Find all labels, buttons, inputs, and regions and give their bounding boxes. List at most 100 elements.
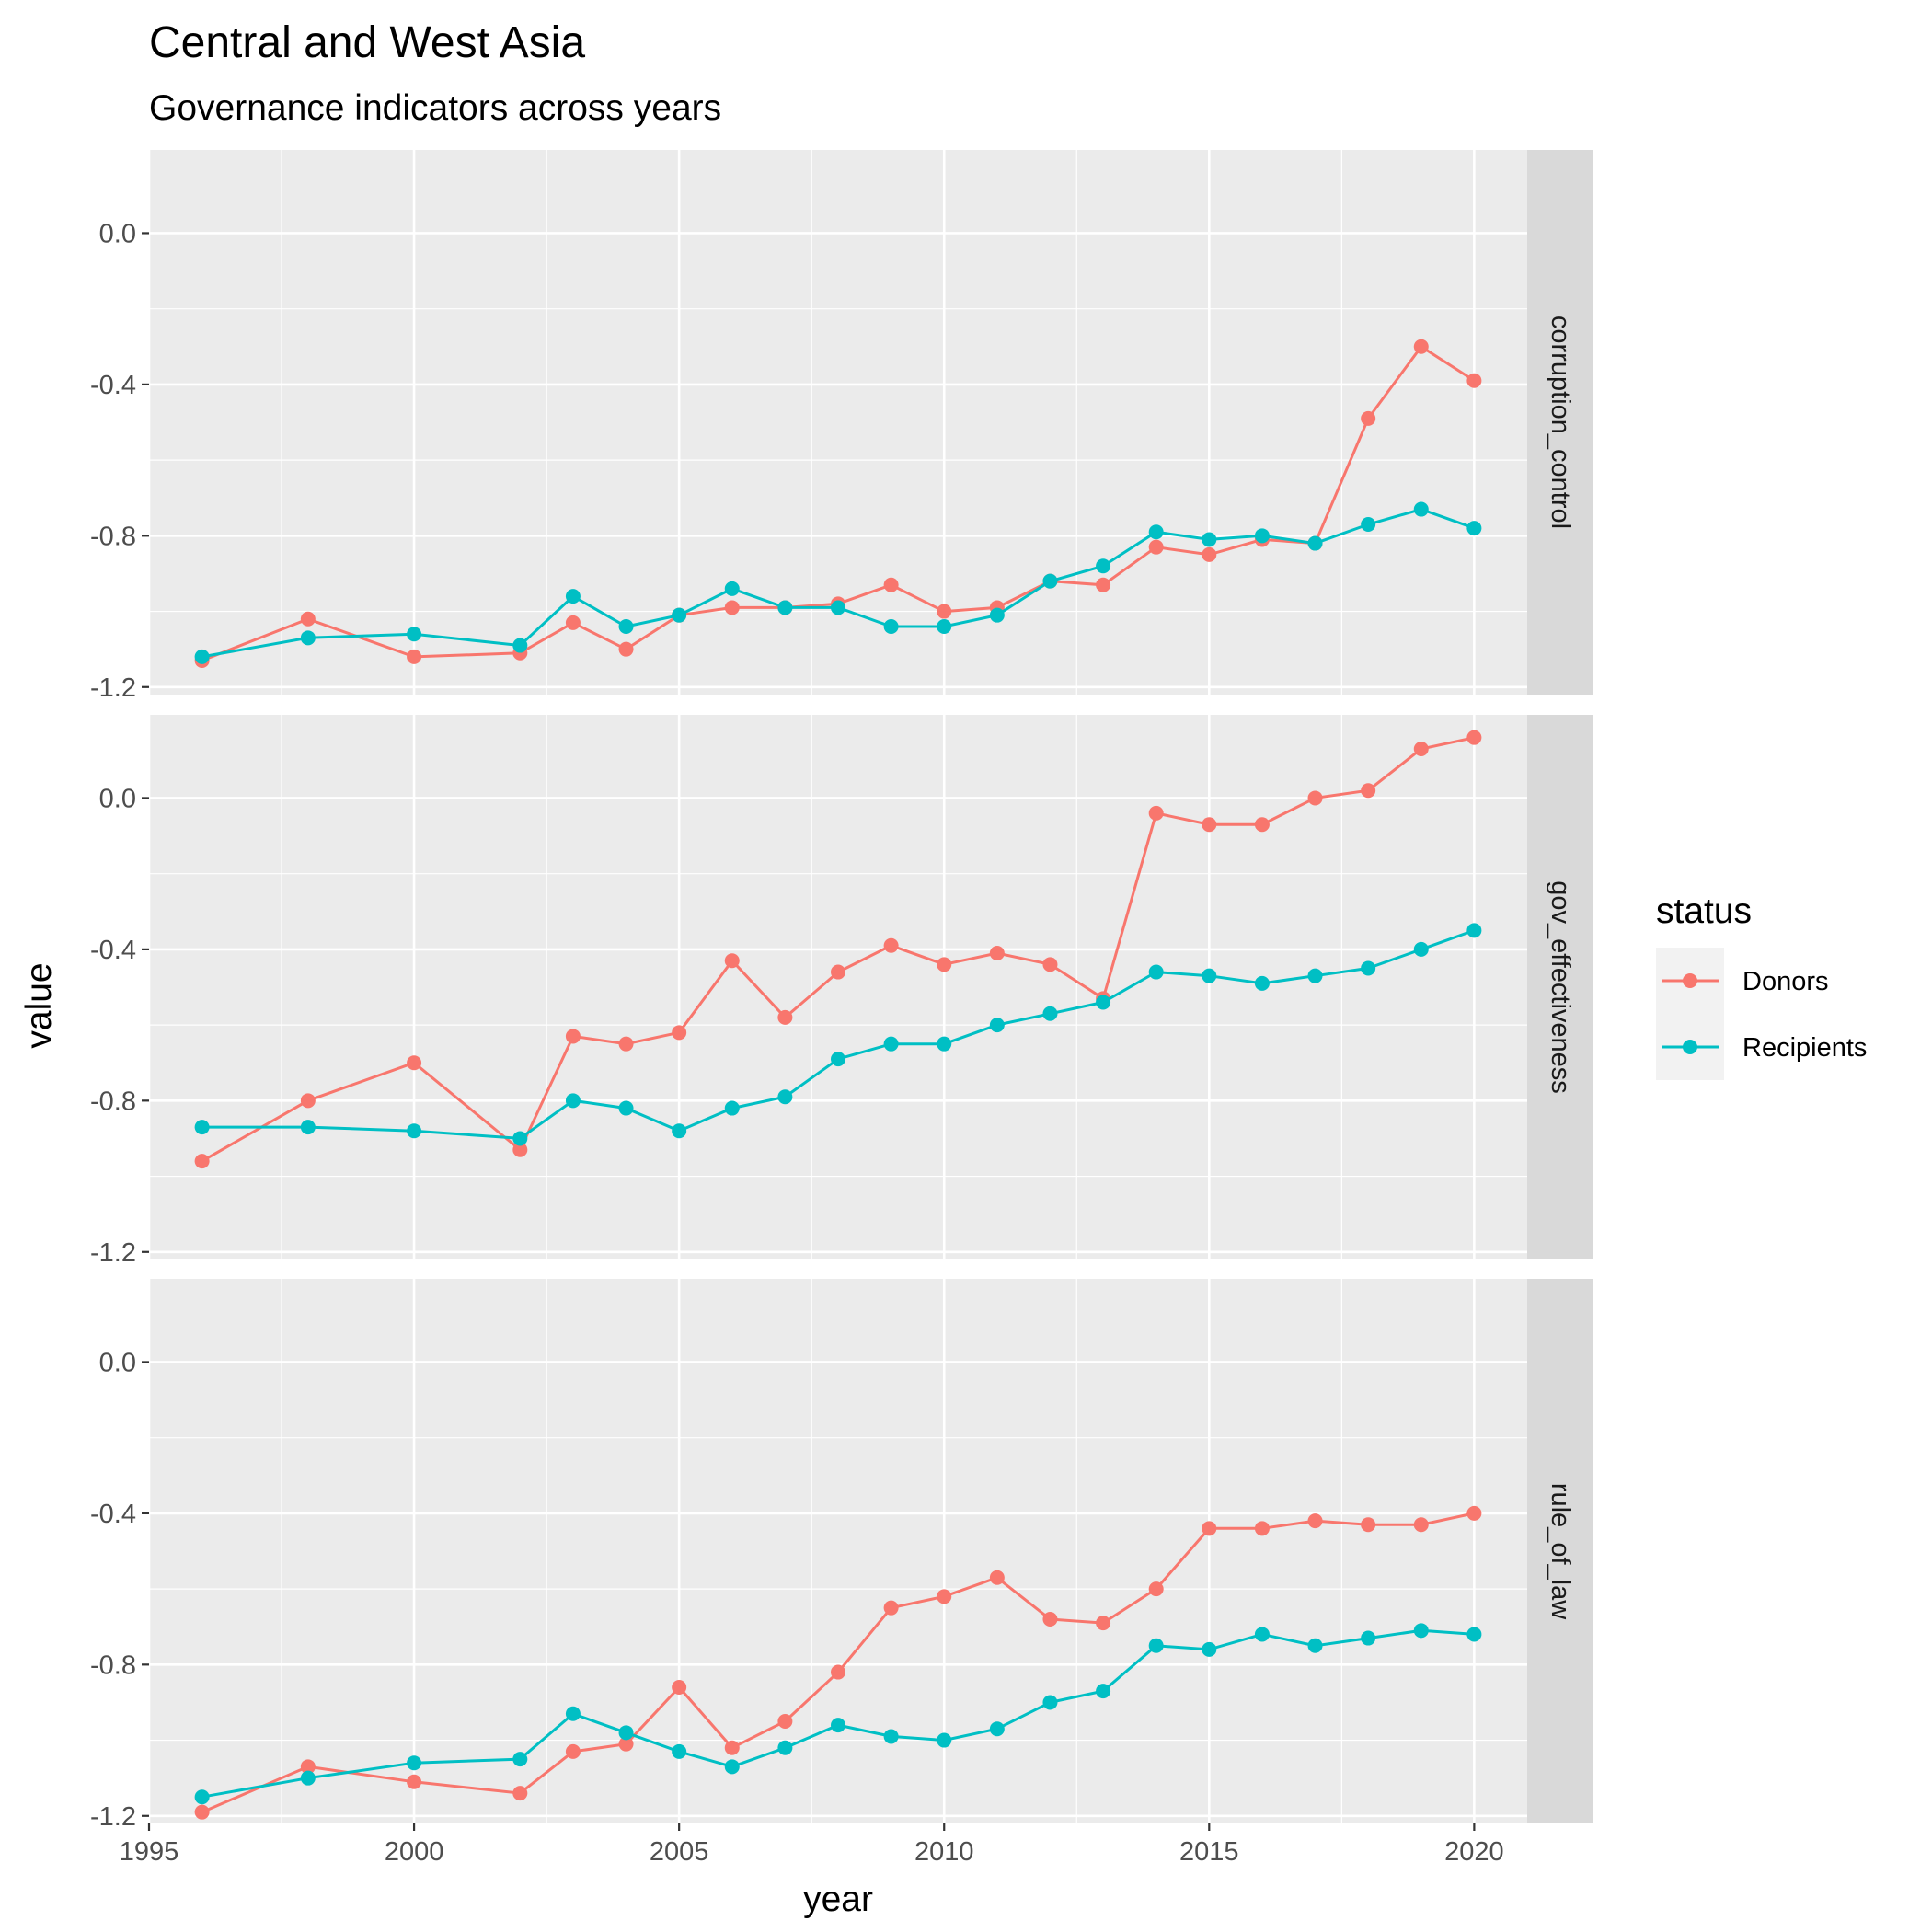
data-point	[1361, 783, 1376, 799]
x-tick-label: 2010	[914, 1837, 974, 1867]
legend-item-recipients: Recipients	[1656, 1014, 1867, 1080]
data-point	[1466, 373, 1482, 388]
data-point	[1202, 1641, 1217, 1657]
data-point	[883, 577, 899, 592]
data-point	[1307, 1638, 1323, 1653]
data-point	[883, 937, 899, 953]
x-tick-label: 2005	[650, 1837, 709, 1867]
data-point	[300, 1770, 316, 1786]
data-point	[565, 1743, 581, 1759]
data-point	[618, 1036, 634, 1052]
data-point	[407, 1755, 422, 1771]
data-point	[1148, 805, 1164, 821]
data-point	[1254, 975, 1270, 991]
data-point	[407, 627, 422, 642]
data-point	[512, 638, 528, 653]
data-point	[1096, 995, 1111, 1010]
data-point	[1413, 1623, 1429, 1639]
facet-gov_effectiveness: 0.0 -0.4 -0.8 -1.2 gov_effectiveness	[90, 715, 1593, 1268]
data-point	[1254, 1627, 1270, 1642]
series-line	[201, 1512, 1475, 1814]
chart-title: Central and West Asia	[149, 18, 585, 67]
data-point	[1307, 790, 1323, 806]
data-point	[1254, 1521, 1270, 1536]
data-point	[989, 1570, 1005, 1585]
y-tick-label: -0.8	[90, 1087, 136, 1116]
data-point	[883, 619, 899, 634]
data-point	[937, 957, 952, 972]
series-donors	[194, 730, 1482, 1169]
legend: status Donors Recipients	[1656, 891, 1867, 1080]
data-point	[1148, 539, 1164, 555]
data-point	[1361, 960, 1376, 976]
data-point	[937, 1036, 952, 1052]
data-point	[672, 1025, 687, 1041]
data-point	[618, 1725, 634, 1741]
y-tick-label: -1.2	[90, 1802, 136, 1832]
data-point	[618, 1100, 634, 1116]
data-point	[724, 600, 740, 615]
panel-background	[149, 1279, 1527, 1823]
y-tick-label: -0.4	[90, 1500, 136, 1529]
facet-strip	[1527, 1279, 1593, 1823]
data-point	[724, 1100, 740, 1116]
data-point	[300, 1120, 316, 1135]
y-tick-label: -0.4	[90, 371, 136, 400]
series-donors	[194, 1505, 1482, 1820]
data-point	[407, 649, 422, 664]
data-point	[672, 1743, 687, 1759]
data-point	[1413, 501, 1429, 517]
data-point	[1042, 573, 1058, 589]
y-tick-label: -1.2	[90, 673, 136, 703]
data-point	[1202, 1521, 1217, 1536]
legend-item-donors: Donors	[1656, 948, 1829, 1014]
x-tick-label: 2015	[1179, 1837, 1239, 1867]
data-point	[777, 1740, 793, 1755]
data-point	[777, 1089, 793, 1105]
series-line	[201, 344, 1476, 662]
data-point	[672, 607, 687, 623]
data-point	[618, 1736, 634, 1752]
data-point	[1307, 968, 1323, 983]
data-point	[1466, 730, 1482, 745]
data-point	[1466, 1627, 1482, 1642]
data-point	[989, 607, 1005, 623]
y-tick-label: -0.8	[90, 522, 136, 551]
series-recipients	[194, 1623, 1482, 1805]
data-point	[194, 1154, 210, 1169]
data-point	[831, 600, 845, 615]
data-point	[1042, 1695, 1058, 1710]
data-point	[883, 1729, 899, 1744]
data-point	[937, 619, 952, 634]
facet-strip-label: rule_of_law	[1546, 1483, 1575, 1620]
series-line	[201, 736, 1475, 1163]
y-tick-label: 0.0	[99, 219, 136, 248]
data-point	[1202, 532, 1217, 547]
facet-strip-label: gov_effectiveness	[1546, 880, 1575, 1094]
data-point	[777, 1714, 793, 1729]
data-point	[1202, 968, 1217, 983]
x-tick-label: 2000	[385, 1837, 444, 1867]
data-point	[565, 1029, 581, 1044]
data-point	[1096, 1616, 1111, 1631]
data-point	[300, 1759, 316, 1775]
data-point	[1042, 1612, 1058, 1627]
data-point	[831, 1664, 845, 1680]
data-point	[777, 1009, 793, 1025]
data-point	[1361, 1630, 1376, 1646]
facet-strip-label: corruption_control	[1546, 316, 1575, 529]
data-point	[937, 1589, 952, 1604]
y-tick-label: -1.2	[90, 1238, 136, 1268]
y-tick-label: -0.8	[90, 1650, 136, 1680]
legend-key-point	[1683, 973, 1697, 988]
data-point	[672, 1123, 687, 1139]
series-recipients	[194, 923, 1482, 1146]
data-point	[1042, 1006, 1058, 1021]
data-point	[1361, 517, 1376, 532]
data-point	[194, 1789, 210, 1805]
data-point	[512, 1142, 528, 1157]
data-point	[1307, 535, 1323, 551]
data-point	[1413, 742, 1429, 756]
data-point	[194, 1804, 210, 1820]
data-point	[194, 649, 210, 664]
